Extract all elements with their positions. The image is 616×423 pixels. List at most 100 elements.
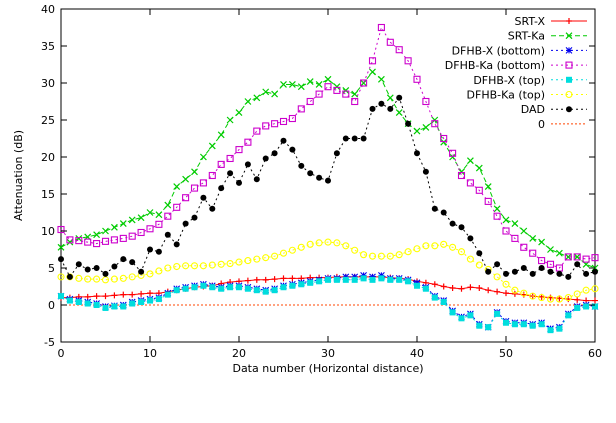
- data-point-dfhb-ka-top: [217, 260, 225, 268]
- data-point-dfhb-ka-top: [297, 243, 305, 251]
- data-point-srt-ka: [386, 94, 394, 102]
- legend-marker: [565, 32, 573, 40]
- data-point-dfhb-ka-top: [422, 242, 430, 250]
- data-point-dad: [111, 263, 118, 270]
- data-point-dfhb-x-top: [75, 299, 82, 306]
- y-tick-label: -5: [44, 336, 55, 349]
- x-tick-label: 40: [410, 347, 424, 360]
- data-point-dfhb-ka-top: [520, 289, 528, 297]
- data-point-dad: [342, 135, 349, 142]
- data-point-srt-ka: [137, 214, 145, 222]
- data-point-dfhb-ka-bottom: [475, 186, 483, 194]
- data-point-dfhb-ka-top: [84, 275, 92, 283]
- data-point-dad: [253, 176, 260, 183]
- data-point-dfhb-ka-top: [502, 280, 510, 288]
- data-point-dfhb-ka-top: [93, 275, 101, 283]
- data-point-srt-ka: [244, 98, 252, 105]
- data-point-dfhb-x-top: [58, 293, 64, 300]
- data-point-dfhb-x-top: [538, 321, 545, 328]
- data-point-dfhb-ka-top: [119, 274, 127, 282]
- data-point-dfhb-ka-bottom: [306, 97, 314, 106]
- data-point-srt-ka: [351, 90, 359, 98]
- data-point-srt-x: [431, 281, 438, 288]
- data-point-dfhb-ka-bottom: [57, 225, 65, 234]
- data-point-srt-ka: [280, 81, 287, 88]
- data-point-srt-x: [467, 284, 474, 291]
- data-point-dad: [556, 270, 563, 277]
- data-point-dad: [173, 241, 180, 248]
- data-point-srt-x: [511, 290, 518, 297]
- data-point-srt-x: [102, 293, 109, 300]
- data-point-dfhb-x-top: [147, 297, 153, 304]
- data-point-srt-ka: [573, 253, 581, 261]
- data-point-dad: [476, 250, 483, 257]
- data-point-srt-ka: [93, 231, 101, 239]
- data-point-dfhb-x-top: [333, 276, 340, 283]
- data-point-dad: [378, 100, 385, 107]
- y-tick-label: 30: [41, 77, 55, 90]
- data-point-srt-ka: [502, 216, 510, 224]
- data-point-srt-ka: [369, 68, 376, 76]
- data-point-dfhb-ka-top: [351, 246, 359, 254]
- data-point-dfhb-ka-top: [591, 285, 599, 293]
- data-point-dad: [200, 194, 207, 201]
- data-point-dfhb-x-top: [191, 284, 198, 291]
- data-point-dfhb-x-top: [138, 299, 145, 306]
- data-point-dad: [422, 168, 429, 175]
- data-point-dfhb-x-top: [316, 278, 323, 285]
- data-point-dfhb-ka-bottom: [538, 257, 546, 265]
- data-point-dad: [147, 246, 153, 253]
- data-point-dad: [325, 177, 331, 184]
- data-point-srt-ka: [128, 216, 136, 224]
- legend-label: DAD: [521, 103, 545, 116]
- data-point-srt-ka: [333, 83, 341, 91]
- data-point-dfhb-x-top: [467, 312, 474, 319]
- data-point-dfhb-ka-bottom: [217, 160, 225, 168]
- data-point-dfhb-ka-bottom: [101, 237, 110, 245]
- data-point-dfhb-x-top: [485, 324, 492, 331]
- data-point-dfhb-ka-top: [164, 264, 172, 272]
- data-point-srt-x: [271, 276, 278, 283]
- data-point-dfhb-ka-bottom: [457, 171, 466, 180]
- data-point-dad: [280, 137, 287, 144]
- data-point-dfhb-x-top: [574, 304, 581, 311]
- data-point-dfhb-ka-top: [377, 252, 385, 260]
- data-point-dfhb-x-top: [120, 303, 127, 310]
- data-point-dfhb-ka-bottom: [262, 122, 270, 130]
- series-line-dfhb-ka-top: [61, 241, 596, 300]
- legend-marker: [565, 47, 573, 54]
- data-point-dfhb-ka-top: [493, 273, 501, 281]
- data-point-dfhb-ka-top: [413, 245, 421, 253]
- data-point-srt-ka: [493, 205, 501, 213]
- data-point-srt-ka: [431, 116, 439, 124]
- legend-label: DFHB-X (bottom): [452, 44, 545, 57]
- data-point-srt-ka: [217, 131, 225, 139]
- legend-item-dfhb-x-bottom: DFHB-X (bottom): [452, 44, 587, 57]
- data-point-dfhb-ka-bottom: [333, 86, 341, 94]
- data-point-srt-x: [262, 276, 269, 283]
- y-axis-title: Attenuation (dB): [12, 130, 25, 221]
- data-point-dfhb-ka-bottom: [271, 120, 279, 128]
- legend-label: DFHB-Ka (bottom): [445, 59, 545, 72]
- data-point-dad: [84, 266, 91, 273]
- data-point-dfhb-ka-top: [440, 240, 448, 248]
- data-point-dad: [494, 261, 501, 268]
- data-point-dfhb-ka-bottom: [173, 203, 181, 211]
- data-point-dad: [102, 270, 109, 277]
- data-point-srt-x: [147, 290, 153, 297]
- series-line-dfhb-ka-bottom: [60, 26, 596, 269]
- data-point-dad: [485, 268, 492, 275]
- data-point-dad: [520, 265, 527, 271]
- data-point-srt-ka: [440, 138, 448, 146]
- data-point-srt-x: [244, 277, 251, 284]
- data-point-dad: [440, 209, 447, 216]
- data-point-dfhb-ka-top: [199, 262, 207, 270]
- data-point-dfhb-ka-bottom: [137, 228, 145, 237]
- legend-item-dfhb-x-top: DFHB-X (top): [473, 74, 587, 87]
- data-point-dfhb-ka-bottom: [190, 184, 199, 192]
- data-point-dfhb-ka-bottom: [582, 255, 590, 263]
- series-line-dad: [60, 96, 596, 278]
- data-point-srt-x: [574, 296, 581, 303]
- data-point-dad: [511, 268, 518, 275]
- data-point-dfhb-ka-bottom: [502, 227, 510, 235]
